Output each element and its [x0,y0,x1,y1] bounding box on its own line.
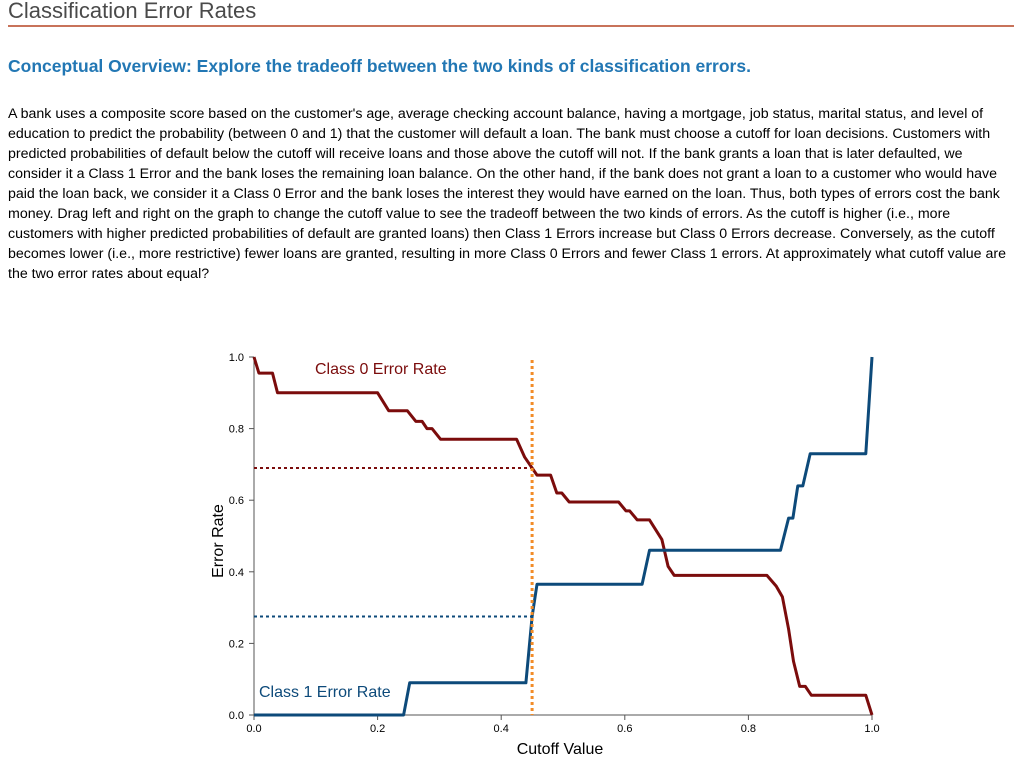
x-tick-label: 0.0 [246,723,261,735]
y-tick-label: 0.6 [229,495,244,507]
x-tick-label: 0.4 [494,723,509,735]
x-tick-label: 0.6 [617,723,632,735]
plot-area[interactable]: 0.0 0.2 0.4 0.6 0.8 1.0 0.0 0.2 0.4 0.6 0.8 1.0 Cuto… [210,352,880,758]
y-tick-label: 0.4 [229,567,244,579]
class0-error-rate-line [252,356,874,716]
class1-series-label: Class 1 Error Rate [259,684,391,701]
x-tick-label: 0.2 [370,723,385,735]
y-axis-title: Error Rate [210,504,227,578]
problem-description: A bank uses a composite score based on t… [8,106,1007,282]
conceptual-overview-heading: Conceptual Overview: Explore the tradeof… [8,56,751,76]
y-tick-label: 0.2 [229,638,244,650]
y-tick-label: 0.8 [229,424,244,436]
x-tick-label: 0.8 [741,723,756,735]
class1-error-rate-line [254,356,874,717]
class0-series-label: Class 0 Error Rate [315,361,447,378]
y-tick-label: 1.0 [229,352,244,364]
x-tick-label: 1.0 [864,723,879,735]
title-divider [8,25,1014,27]
page-title: Classification Error Rates [8,0,257,23]
y-tick-label: 0.0 [229,710,244,722]
x-axis-title: Cutoff Value [517,741,604,758]
